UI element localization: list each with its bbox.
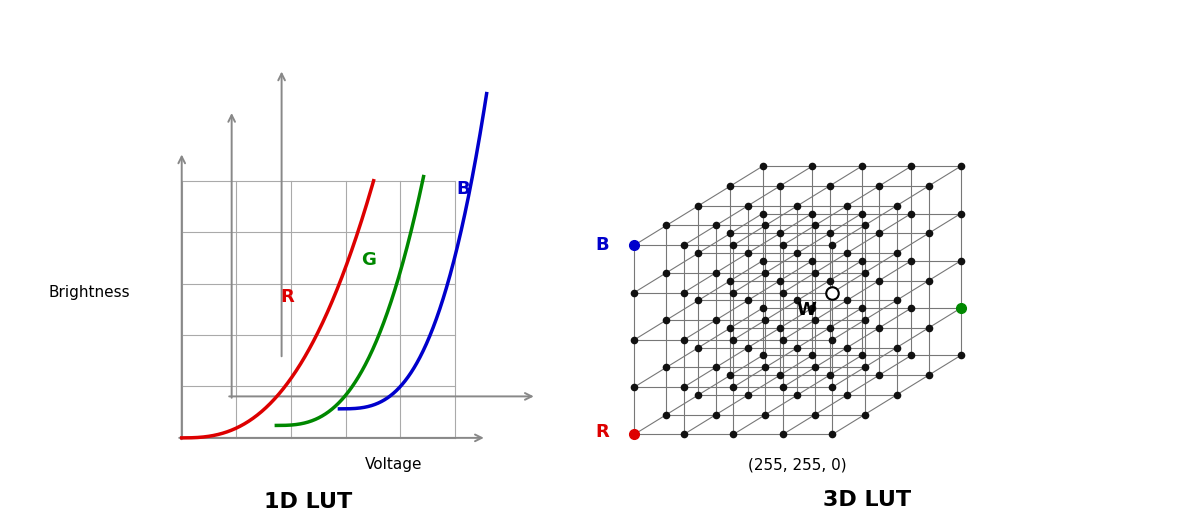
Text: B: B [456,180,469,198]
Text: 1D LUT: 1D LUT [264,492,352,512]
Text: R: R [280,288,294,306]
Text: 3D LUT: 3D LUT [823,490,912,510]
Text: W: W [797,301,816,319]
Text: (255, 255, 0): (255, 255, 0) [748,458,847,473]
Text: Voltage: Voltage [365,457,422,472]
Text: R: R [595,423,610,441]
Text: G: G [361,251,376,268]
Text: Brightness: Brightness [49,285,131,300]
Text: B: B [595,236,610,254]
